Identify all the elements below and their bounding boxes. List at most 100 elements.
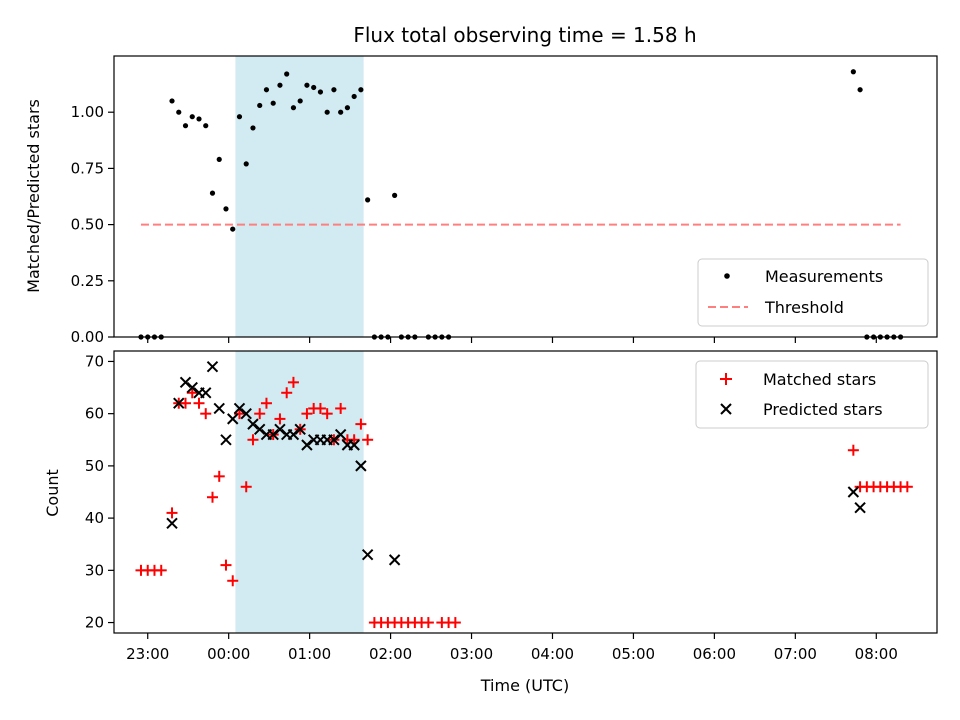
predicted-star-point (847, 486, 860, 498)
matched-star-point (227, 575, 239, 587)
x-tick-label: 23:00 (126, 645, 169, 663)
predicted-star-point (254, 423, 266, 436)
predicted-star-point (206, 360, 219, 373)
matched-star-point (301, 408, 313, 420)
measurement-point (196, 116, 202, 122)
matched-star-point (155, 564, 167, 576)
x-tick-label: 08:00 (855, 645, 898, 663)
legend-predicted-marker (720, 403, 732, 415)
count-y-tick-label: 20 (85, 614, 104, 632)
measurement-point (203, 123, 209, 129)
x-tick-label: 07:00 (774, 645, 817, 663)
predicted-star-point (287, 428, 300, 441)
measurement-point (850, 69, 856, 75)
predicted-star-point (301, 439, 313, 451)
legend-matched-marker (720, 373, 732, 385)
measurement-point (236, 114, 243, 120)
measurement-point (250, 125, 256, 131)
predicted-star-point (348, 439, 360, 451)
measurement-point (311, 84, 317, 91)
predicted-star-point (240, 407, 252, 420)
x-tick-label: 00:00 (207, 645, 250, 663)
matched-star-point (220, 559, 232, 571)
legend-measurements-label: Measurements (765, 267, 883, 286)
measurement-point (290, 105, 297, 111)
ratio-points (138, 69, 904, 340)
measurement-point (209, 190, 216, 196)
ratio-y-axis-label: Matched/Predicted stars (24, 99, 43, 293)
matched-star-point (260, 397, 272, 409)
matched-star-point (233, 408, 245, 420)
predicted-stars-points (166, 360, 866, 566)
matched-star-point (240, 481, 252, 493)
matched-star-point (355, 418, 367, 430)
count-y-tick-label: 30 (85, 561, 104, 579)
count-y-ticks: 20 30 40 50 60 70 (85, 352, 114, 632)
matched-star-point (166, 507, 178, 519)
predicted-star-point (334, 428, 347, 441)
matched-star-point (213, 470, 225, 482)
x-tick-label: 04:00 (531, 645, 574, 663)
matched-star-point (422, 617, 434, 629)
measurement-point (317, 89, 324, 95)
measurement-point (358, 87, 364, 93)
matched-star-point (186, 387, 198, 399)
ratio-y-tick-label: 1.00 (71, 103, 104, 121)
ratio-y-tick-label: 0.50 (71, 216, 104, 234)
measurement-point (324, 109, 330, 115)
measurement-point (270, 100, 276, 106)
measurement-point (257, 102, 263, 109)
matched-star-point (281, 387, 293, 399)
ratio-y-ticks: 0.00 0.25 0.50 0.75 1.00 (71, 103, 114, 346)
predicted-star-point (173, 397, 185, 409)
legend-matched-label: Matched stars (763, 370, 876, 389)
measurement-point (331, 87, 337, 93)
matched-star-point (449, 617, 461, 629)
measurement-point (182, 123, 189, 129)
count-x-ticks: 23:00 00:00 01:00 02:00 03:00 04:00 05:00 06:00… (126, 633, 898, 663)
matched-star-point (287, 376, 299, 388)
predicted-star-point (328, 434, 340, 446)
measurement-point (304, 82, 310, 88)
count-panel: 20 30 40 50 60 70 23:00 00:00 01:00 02:00 03:00 04… (43, 350, 938, 695)
x-axis-label: Time (UTC) (480, 676, 569, 695)
count-legend-box (695, 360, 929, 429)
measurement-point (176, 109, 182, 115)
predicted-star-point (294, 423, 306, 436)
legend-threshold-label: Threshold (764, 298, 844, 317)
measurement-point (216, 156, 222, 163)
ratio-axes-frame (113, 55, 938, 338)
measurement-point (857, 87, 863, 93)
ratio-panel: 0.00 0.25 0.50 0.75 1.00 Flux total observin… (24, 23, 938, 346)
count-legend: Matched stars Predicted stars (695, 360, 929, 429)
count-shaded-region (235, 351, 364, 633)
count-y-tick-label: 70 (85, 352, 104, 370)
ratio-y-tick-label: 0.25 (71, 272, 104, 290)
matched-star-point (362, 434, 374, 446)
ratio-x-ticks (147, 337, 877, 343)
matched-star-point (254, 408, 266, 420)
predicted-star-point (233, 402, 246, 415)
predicted-star-point (854, 501, 866, 514)
ratio-y-tick-label: 0.75 (71, 159, 104, 177)
predicted-star-point (213, 402, 225, 415)
x-tick-label: 05:00 (612, 645, 655, 663)
predicted-star-point (267, 428, 279, 441)
matched-star-point (348, 434, 360, 446)
measurement-point (351, 93, 357, 100)
matched-star-point (847, 444, 859, 456)
predicted-star-point (247, 418, 259, 430)
legend-predicted-label: Predicted stars (763, 400, 883, 419)
measurement-point (338, 109, 344, 115)
matched-star-point (193, 397, 205, 409)
predicted-star-point (166, 517, 178, 530)
measurement-point (344, 105, 351, 111)
matched-star-point (901, 481, 913, 493)
predicted-star-point (200, 387, 212, 399)
measurement-point (284, 71, 290, 77)
predicted-star-point (186, 381, 198, 394)
predicted-star-point (274, 423, 286, 436)
ratio-legend-box (697, 258, 929, 327)
